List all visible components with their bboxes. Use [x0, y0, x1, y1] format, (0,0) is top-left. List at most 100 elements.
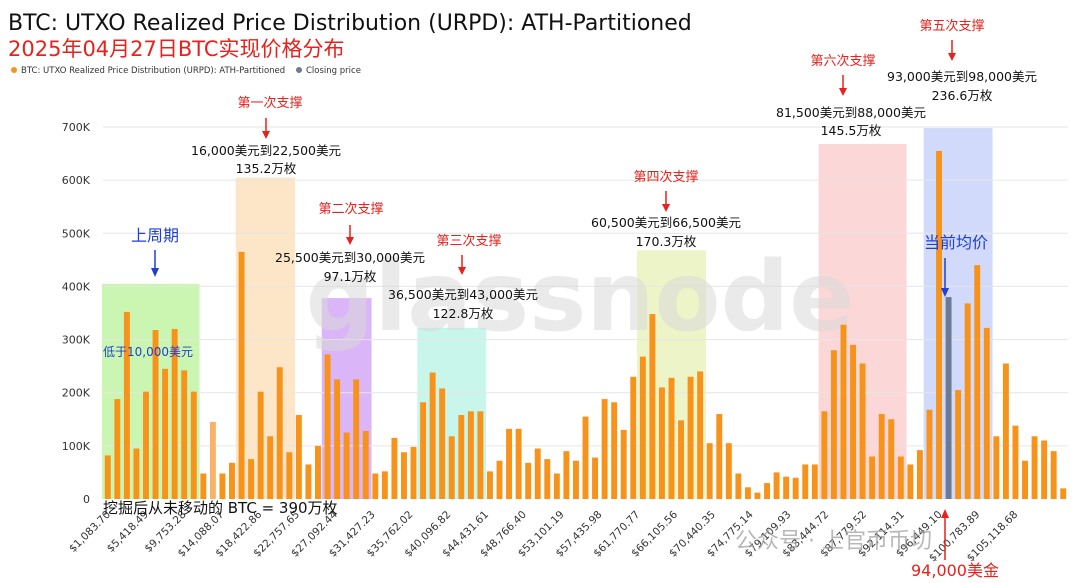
bar[interactable] [429, 372, 436, 499]
bar[interactable] [1060, 488, 1067, 499]
bar[interactable] [544, 459, 551, 499]
closing-price-bar[interactable] [945, 297, 952, 499]
bar[interactable] [907, 464, 914, 499]
bar[interactable] [878, 413, 885, 499]
bar[interactable] [783, 476, 790, 499]
bar[interactable] [276, 367, 283, 499]
bar[interactable] [190, 391, 197, 499]
bar[interactable] [802, 464, 809, 499]
bar[interactable] [830, 350, 837, 499]
bar[interactable] [114, 399, 121, 499]
bar[interactable] [687, 376, 694, 499]
bar[interactable] [448, 436, 455, 499]
bar[interactable] [697, 371, 704, 499]
bar[interactable] [171, 328, 178, 499]
bar[interactable] [955, 390, 962, 499]
bar[interactable] [420, 402, 427, 499]
bar[interactable] [381, 471, 388, 499]
bar[interactable] [897, 456, 904, 499]
bar[interactable] [869, 456, 876, 499]
bar[interactable] [601, 399, 608, 499]
bar[interactable] [658, 387, 665, 499]
bar[interactable] [754, 492, 761, 499]
bar[interactable] [582, 416, 589, 499]
bar[interactable] [458, 415, 465, 499]
bar[interactable] [630, 376, 637, 499]
bar[interactable] [133, 448, 140, 499]
bar[interactable] [248, 459, 255, 499]
bar[interactable] [506, 428, 513, 499]
bar[interactable] [439, 388, 446, 499]
bar[interactable] [162, 368, 169, 499]
bar[interactable] [888, 419, 895, 499]
bar[interactable] [563, 451, 570, 499]
bar[interactable] [334, 379, 341, 499]
bar[interactable] [315, 445, 321, 499]
bar[interactable] [353, 379, 360, 499]
bar[interactable] [257, 391, 264, 499]
bar[interactable] [372, 473, 379, 499]
bar[interactable] [773, 472, 780, 499]
legend-series-label[interactable]: BTC: UTXO Realized Price Distribution (U… [21, 66, 285, 76]
bar[interactable] [305, 464, 312, 499]
bar[interactable] [525, 462, 532, 499]
bar[interactable] [391, 437, 398, 499]
bar[interactable] [238, 251, 245, 499]
bar[interactable] [343, 432, 350, 499]
bar[interactable] [324, 354, 331, 499]
bar[interactable] [286, 452, 293, 499]
bar[interactable] [477, 411, 484, 499]
bar[interactable] [467, 411, 474, 499]
bar[interactable] [200, 473, 207, 499]
bar[interactable] [486, 471, 493, 499]
bar[interactable] [964, 303, 971, 499]
bar[interactable] [267, 436, 274, 499]
bar[interactable] [811, 464, 818, 499]
bar[interactable] [716, 413, 723, 499]
bar[interactable] [639, 356, 646, 499]
bar[interactable] [668, 377, 675, 499]
bar[interactable] [515, 428, 522, 499]
bar[interactable] [496, 460, 503, 499]
bar[interactable] [572, 460, 579, 499]
bar[interactable] [936, 150, 942, 499]
bar[interactable] [209, 421, 216, 499]
bar[interactable] [143, 391, 149, 499]
bar[interactable] [152, 330, 159, 499]
bar[interactable] [735, 473, 742, 499]
bar[interactable] [553, 473, 560, 499]
bar[interactable] [1022, 460, 1028, 499]
bar[interactable] [401, 452, 407, 499]
bar[interactable] [620, 429, 627, 499]
bar[interactable] [983, 327, 990, 499]
bar[interactable] [916, 450, 923, 499]
bar[interactable] [926, 409, 933, 499]
bar[interactable] [706, 443, 713, 499]
bar[interactable] [821, 411, 828, 499]
bar[interactable] [534, 448, 541, 499]
bar[interactable] [850, 344, 856, 499]
bar[interactable] [1041, 440, 1048, 499]
bar[interactable] [993, 436, 1000, 499]
bar[interactable] [1002, 363, 1009, 499]
bar[interactable] [1050, 451, 1057, 499]
legend-closing-label[interactable]: Closing price [306, 66, 361, 76]
bar[interactable] [104, 455, 111, 499]
bar[interactable] [219, 473, 226, 499]
bar[interactable] [362, 430, 369, 499]
bar[interactable] [678, 420, 685, 499]
bar[interactable] [611, 402, 618, 499]
bar[interactable] [792, 477, 799, 499]
bar[interactable] [229, 462, 235, 499]
bar[interactable] [410, 446, 417, 499]
bar[interactable] [974, 265, 981, 499]
bar[interactable] [744, 487, 751, 499]
bar[interactable] [592, 457, 599, 499]
bar[interactable] [649, 314, 656, 499]
bar[interactable] [1031, 436, 1038, 499]
bar[interactable] [123, 311, 130, 499]
bar[interactable] [725, 443, 732, 499]
bar[interactable] [1012, 425, 1019, 499]
bar[interactable] [295, 415, 302, 499]
bar[interactable] [859, 363, 866, 499]
